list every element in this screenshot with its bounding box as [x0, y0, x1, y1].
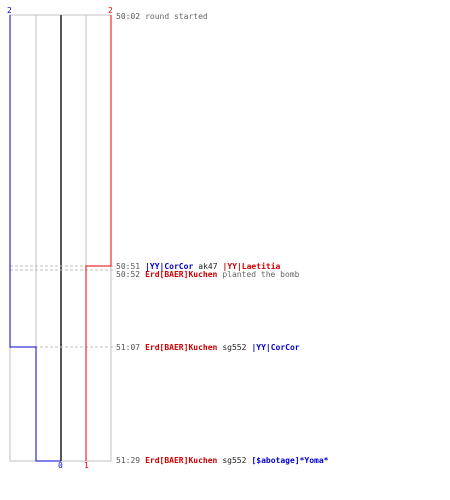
event-time: 51:29	[116, 456, 141, 465]
event-time: 50:52	[116, 270, 141, 279]
axis-bottom-one-label: 1	[84, 461, 89, 470]
event-text: round started	[145, 12, 208, 21]
event-kill: 50:51 |YY|CorCor ak47 |YY|Laetitia	[116, 262, 280, 271]
victim-name: |YY|CorCor	[251, 343, 300, 352]
event-round-started: 50:02 round started	[116, 12, 208, 21]
event-time: 50:51	[116, 262, 141, 271]
victim-name: [$abotage]*Yoma*	[251, 456, 329, 465]
killer-name: Erd[BAER]Kuchen	[145, 456, 218, 465]
event-bomb-plant: 50:52 Erd[BAER]Kuchen planted the bomb	[116, 270, 299, 279]
event-time: 50:02	[116, 12, 141, 21]
actor-name: Erd[BAER]Kuchen	[145, 270, 218, 279]
axis-bottom-zero-label: 0	[58, 461, 63, 470]
team-a-line	[9, 15, 61, 462]
weapon-name: sg552	[222, 456, 247, 465]
weapon-name: sg552	[222, 343, 247, 352]
victim-name: |YY|Laetitia	[222, 262, 281, 271]
axis-top-right-label: 2	[108, 6, 113, 15]
killer-name: Erd[BAER]Kuchen	[145, 343, 218, 352]
event-text: planted the bomb	[222, 270, 300, 279]
axis-top-left-label: 2	[7, 6, 12, 15]
event-kill: 51:07 Erd[BAER]Kuchen sg552 |YY|CorCor	[116, 343, 300, 352]
team-b-line	[85, 15, 112, 461]
killer-name: |YY|CorCor	[145, 262, 194, 271]
event-time: 51:07	[116, 343, 141, 352]
event-kill: 51:29 Erd[BAER]Kuchen sg552 [$abotage]*Yoma…	[116, 456, 329, 465]
weapon-name: ak47	[198, 262, 218, 271]
